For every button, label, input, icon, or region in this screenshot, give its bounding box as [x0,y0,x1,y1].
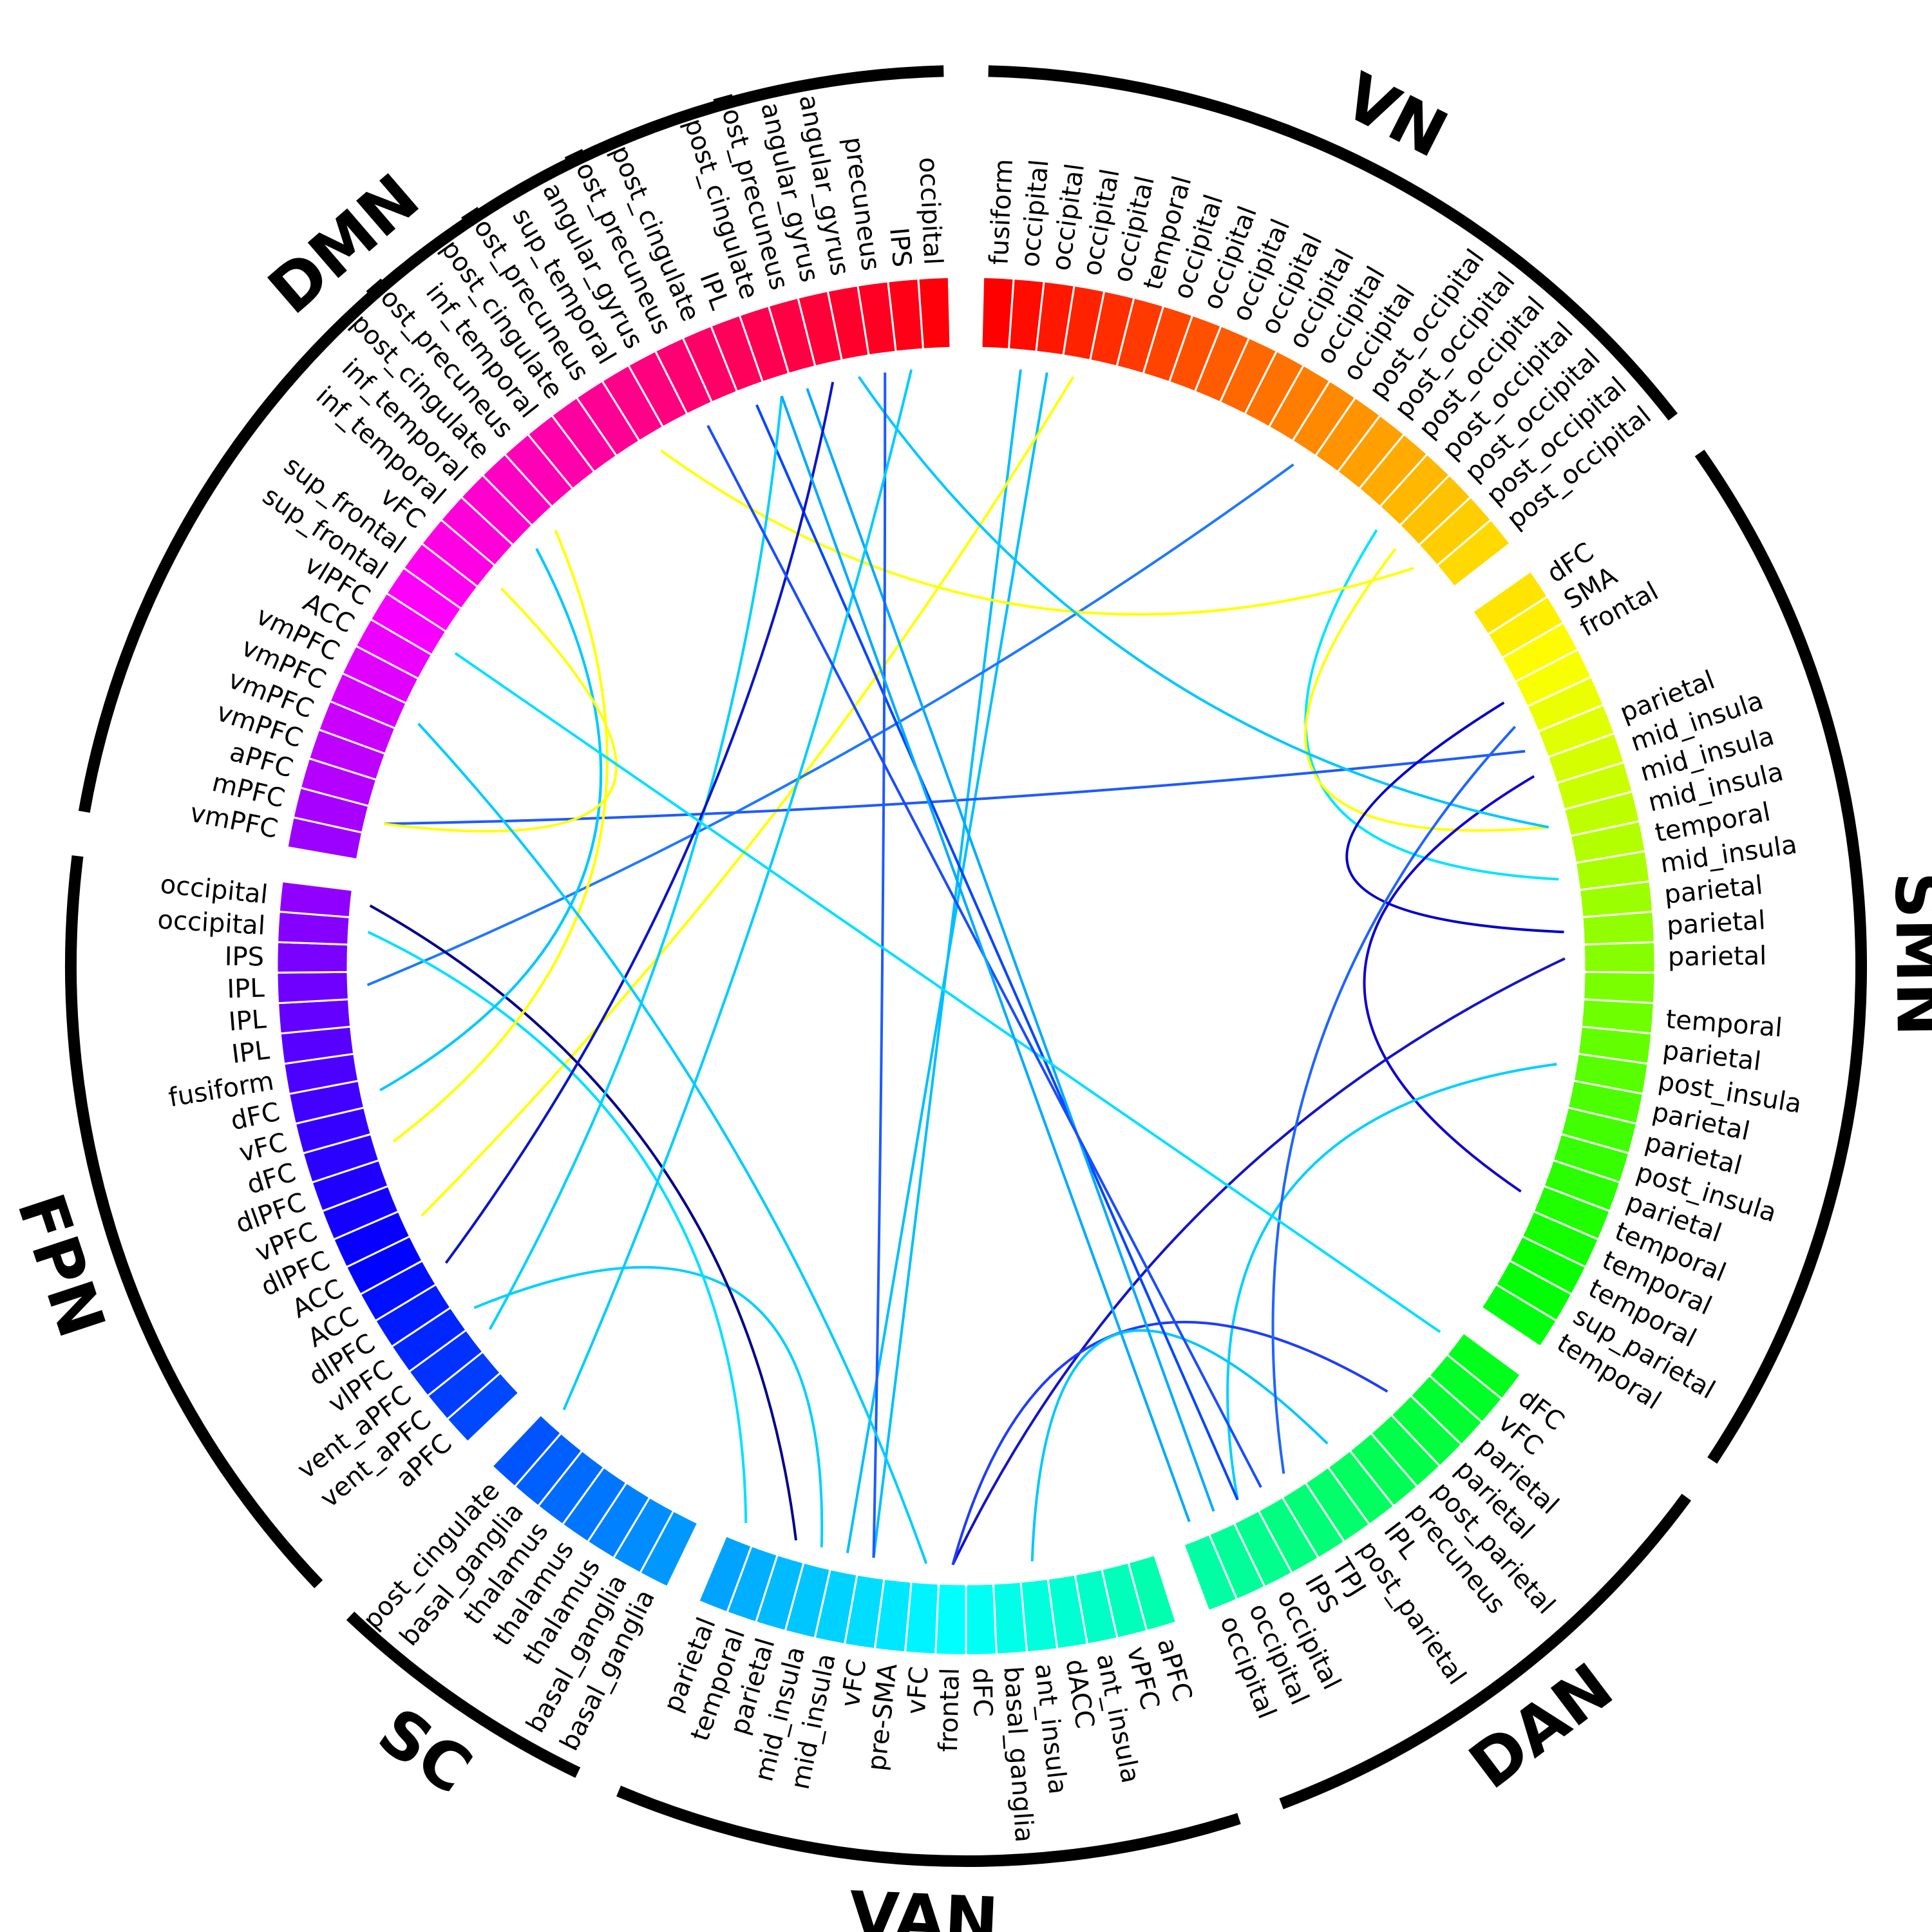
node-label: occipital [159,869,269,910]
connection-link [366,463,1294,987]
node-labels: fusiformoccipitaloccipitaloccipitaloccip… [156,90,1803,1843]
node-label: vFC [902,1665,934,1715]
node-segment [992,1580,1028,1656]
node-label: parietal [1668,942,1767,972]
node-ring [276,276,1656,1656]
network-arc [988,65,1678,421]
node-segment [1480,1283,1558,1349]
network-arc [1279,1493,1692,1810]
node-segment [278,880,354,918]
connection-link [951,957,1566,1566]
node-label: IPS [225,942,265,972]
node-segment [697,1534,753,1614]
node-label: occipital [156,905,266,942]
connection-links [366,369,1566,1566]
connection-link [755,404,1239,1501]
node-label: IPL [230,1036,271,1070]
node-segment [1581,910,1656,946]
connection-link [367,931,748,1523]
connection-link [1030,1329,1329,1562]
connection-link [780,395,1191,1522]
node-label: frontal [934,1667,965,1752]
connection-link [421,375,1075,1217]
connection-link [384,587,618,833]
node-segment [490,1413,563,1488]
network-arc [1694,450,1867,1464]
connection-link [488,395,783,1331]
network-arcs [65,65,1867,1868]
connection-link [417,723,928,1564]
node-label: IPS [884,226,916,268]
node-segment [1435,518,1512,589]
connection-link [444,381,835,1264]
node-label: IPL [227,1005,267,1037]
node-segment [277,998,352,1035]
node-segment [917,276,952,350]
connection-link [872,372,887,1558]
node-label: vFC [836,1657,873,1709]
connection-link [660,449,1414,616]
network-arc [616,1785,1241,1868]
connection-link [392,529,609,1143]
node-segment [276,971,350,1005]
connection-link [562,369,913,1410]
connection-link [1226,1063,1557,1501]
network-arc [65,855,323,1589]
node-label: occipital [913,156,948,265]
node-label: IPL [227,974,265,1005]
connection-link [454,652,1441,1333]
node-segment [965,1582,998,1656]
node-segment [1182,1533,1238,1613]
connection-link [384,750,1526,826]
connection-link [1363,775,1535,1193]
network-label: VAN [848,1877,1000,1932]
network-arc [78,65,944,813]
connection-link [1345,701,1564,934]
network-label: DAN [1455,1649,1626,1804]
node-segment [934,1582,967,1656]
node-segment [276,941,350,974]
network-label: SMN [1880,871,1932,1037]
node-label: parietal [1666,905,1766,941]
node-segment [1582,941,1656,974]
connection-link [473,1265,824,1548]
connection-link [1271,726,1517,1474]
node-label: dFC [967,1667,998,1717]
connection-link [1304,547,1549,832]
node-segment [1582,971,1656,1005]
connection-link [806,388,1215,1512]
node-label: fusiform [984,158,1019,266]
connection-link [857,375,1549,829]
network-arc [346,1611,581,1778]
connection-link [379,548,603,1092]
